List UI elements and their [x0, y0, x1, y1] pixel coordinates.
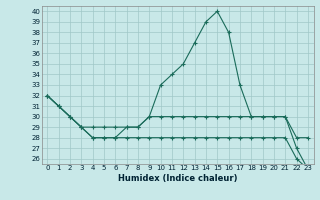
X-axis label: Humidex (Indice chaleur): Humidex (Indice chaleur) [118, 174, 237, 183]
